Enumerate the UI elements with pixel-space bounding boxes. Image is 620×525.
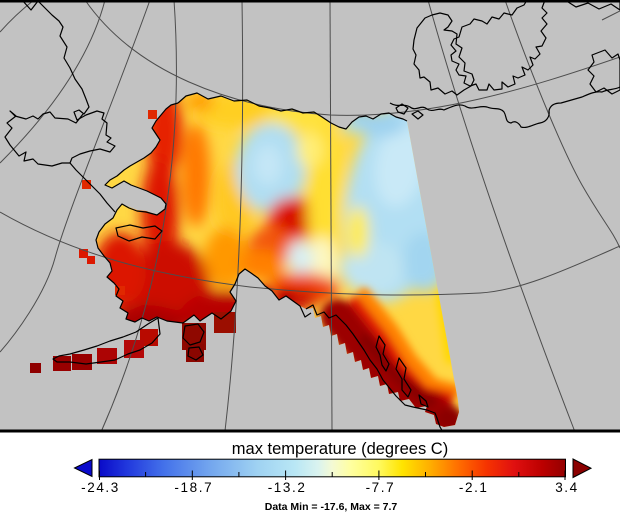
svg-text:-2.1: -2.1 [459,480,489,495]
svg-text:-13.2: -13.2 [268,480,307,495]
svg-text:Data Min = -17.6, Max = 7.7: Data Min = -17.6, Max = 7.7 [265,501,398,513]
svg-text:max temperature (degrees C): max temperature (degrees C) [232,440,448,458]
svg-text:-18.7: -18.7 [174,480,213,495]
svg-text:-24.3: -24.3 [81,480,120,495]
svg-text:-7.7: -7.7 [366,480,396,495]
svg-text:3.4: 3.4 [555,480,579,495]
